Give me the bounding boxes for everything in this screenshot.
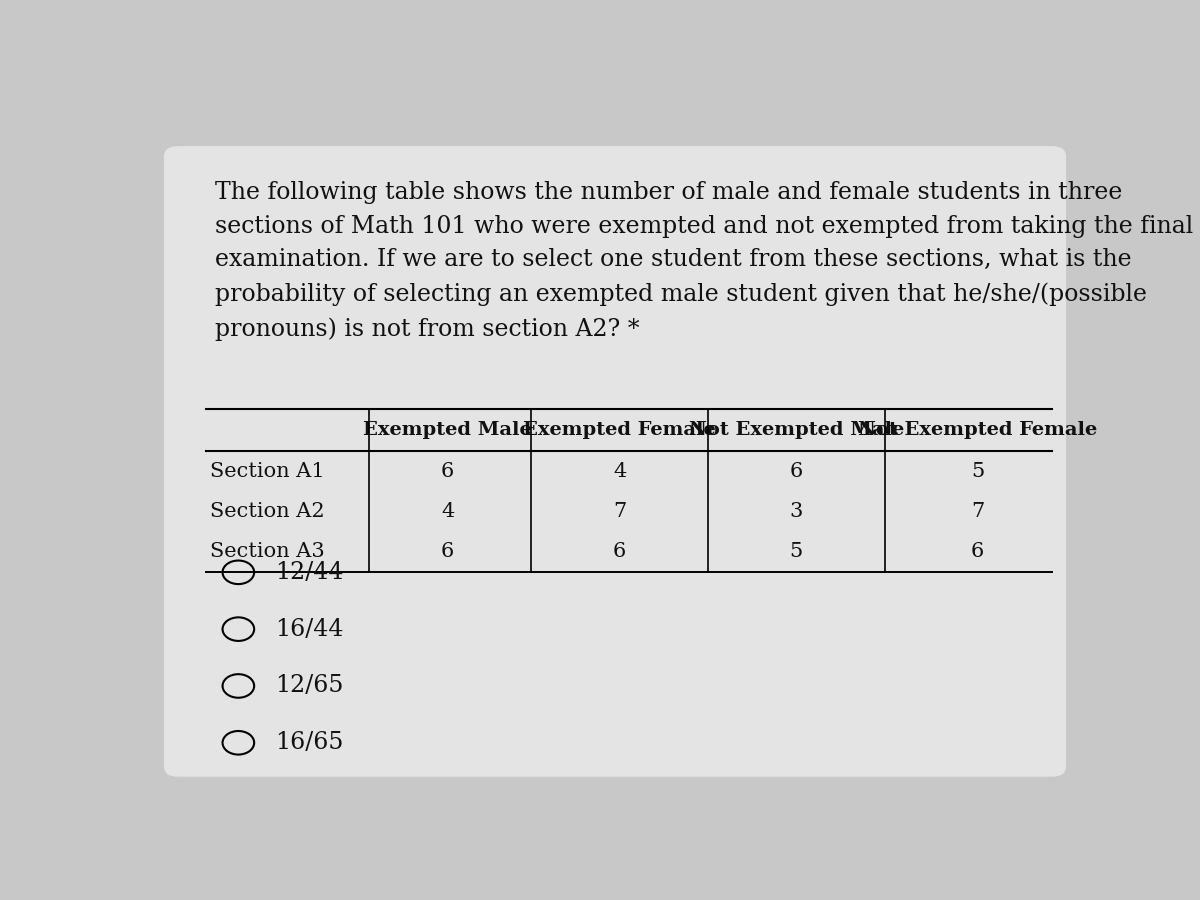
Text: 7: 7: [971, 502, 984, 521]
Text: 6: 6: [790, 462, 803, 481]
Text: 12/65: 12/65: [276, 674, 344, 698]
Text: Section A2: Section A2: [210, 502, 325, 521]
Text: 6: 6: [440, 542, 455, 561]
Text: 6: 6: [971, 542, 984, 561]
Text: 6: 6: [440, 462, 455, 481]
Text: 4: 4: [613, 462, 626, 481]
Text: 4: 4: [440, 502, 455, 521]
Text: Not Exempted Female: Not Exempted Female: [858, 421, 1097, 439]
Text: The following table shows the number of male and female students in three
sectio: The following table shows the number of …: [215, 181, 1193, 341]
Text: 16/44: 16/44: [276, 617, 344, 641]
Text: Section A1: Section A1: [210, 462, 325, 481]
Text: 3: 3: [790, 502, 803, 521]
Text: 12/44: 12/44: [276, 561, 344, 584]
FancyBboxPatch shape: [164, 146, 1066, 777]
Text: Section A3: Section A3: [210, 542, 325, 561]
Text: 16/65: 16/65: [276, 732, 344, 754]
Text: 5: 5: [971, 462, 984, 481]
Text: Not Exempted Male: Not Exempted Male: [689, 421, 904, 439]
Text: Exempted Male: Exempted Male: [364, 421, 532, 439]
Text: 7: 7: [613, 502, 626, 521]
Text: 5: 5: [790, 542, 803, 561]
Text: Exempted Female: Exempted Female: [523, 421, 716, 439]
Text: 6: 6: [613, 542, 626, 561]
